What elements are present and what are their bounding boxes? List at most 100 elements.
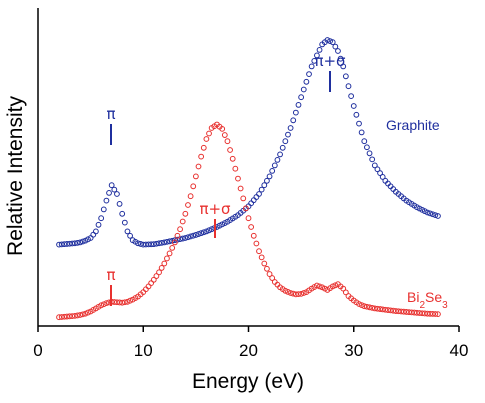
data-point: [71, 312, 78, 319]
data-point: [300, 290, 307, 296]
data-point: [150, 241, 157, 248]
data-point: [277, 151, 283, 158]
data-point: [121, 219, 128, 226]
data-point: [74, 239, 81, 246]
data-point: [274, 157, 281, 163]
data-point: [174, 232, 181, 239]
data-point: [85, 309, 91, 316]
data-point: [92, 228, 99, 235]
data-point: [342, 289, 349, 296]
data-point: [358, 302, 365, 309]
data-point: [158, 265, 165, 271]
data-point: [282, 138, 289, 145]
data-point: [245, 215, 252, 222]
data-point: [282, 287, 289, 294]
data-point: [64, 313, 70, 320]
data-point: [114, 191, 120, 197]
data-point: [303, 78, 310, 85]
data-point: [435, 213, 441, 219]
data-point: [179, 218, 186, 225]
data-point: [161, 239, 168, 246]
data-point: [369, 304, 376, 311]
data-point: [192, 232, 199, 238]
data-point: [116, 201, 123, 207]
data-point: [248, 200, 255, 207]
data-point: [185, 234, 191, 241]
data-point: [221, 132, 228, 138]
data-point: [156, 240, 162, 247]
data-point: [295, 102, 302, 108]
graphite-series-label: Graphite: [386, 117, 440, 133]
data-point: [261, 260, 268, 267]
data-point: [332, 43, 339, 50]
data-point: [298, 290, 305, 297]
data-point: [219, 125, 226, 132]
data-point: [374, 166, 381, 173]
series-graphite: [56, 37, 441, 248]
data-point: [127, 232, 133, 239]
data-point: [177, 226, 183, 233]
data-point: [435, 311, 441, 318]
data-point: [150, 276, 157, 283]
data-point: [390, 307, 397, 314]
data-point: [374, 305, 381, 312]
data-point: [203, 228, 210, 235]
x-tick-label: 30: [344, 341, 363, 360]
data-point: [335, 48, 341, 54]
data-point: [432, 311, 439, 317]
data-point: [158, 239, 165, 246]
data-point: [153, 240, 160, 247]
data-point: [356, 301, 362, 307]
data-point: [345, 83, 352, 90]
data-point: [182, 235, 189, 241]
bi2se3-pi-label: π: [106, 266, 115, 284]
data-point: [329, 39, 336, 46]
series-layer: [56, 37, 441, 321]
data-point: [271, 162, 278, 169]
data-point: [156, 269, 162, 276]
data-point: [379, 306, 386, 313]
data-point: [253, 240, 260, 247]
data-point: [382, 306, 389, 313]
data-point: [256, 248, 262, 255]
graphite-pi-label: π: [106, 105, 115, 123]
data-point: [364, 303, 370, 310]
data-point: [171, 239, 178, 246]
data-point: [261, 182, 268, 189]
bi2se3-pi-sigma-label: π+σ: [199, 200, 231, 218]
data-point: [235, 175, 241, 182]
data-point: [74, 312, 81, 319]
data-point: [200, 144, 207, 151]
data-point: [264, 177, 270, 184]
x-tick-label: 0: [33, 341, 42, 360]
data-point: [356, 120, 362, 127]
data-point: [90, 231, 97, 238]
data-point: [340, 285, 347, 292]
data-point: [424, 209, 431, 216]
data-point: [127, 297, 133, 304]
data-point: [166, 238, 173, 245]
data-point: [366, 150, 373, 157]
data-point: [279, 144, 286, 151]
data-point: [108, 182, 115, 189]
data-point: [237, 185, 244, 192]
data-point: [377, 170, 383, 177]
data-point: [366, 304, 373, 311]
data-point: [353, 111, 360, 118]
data-point: [161, 260, 168, 267]
data-point: [385, 307, 391, 313]
data-point: [77, 239, 83, 246]
data-point: [258, 254, 265, 261]
data-point: [190, 183, 197, 190]
data-point: [135, 240, 141, 247]
data-point: [377, 306, 383, 312]
data-point: [292, 109, 299, 116]
data-point: [61, 313, 68, 320]
data-point: [387, 307, 394, 314]
data-point: [187, 193, 194, 200]
data-point: [419, 310, 426, 317]
data-point: [98, 302, 105, 309]
data-point: [164, 238, 170, 245]
data-point: [153, 273, 160, 279]
data-point: [203, 136, 210, 142]
